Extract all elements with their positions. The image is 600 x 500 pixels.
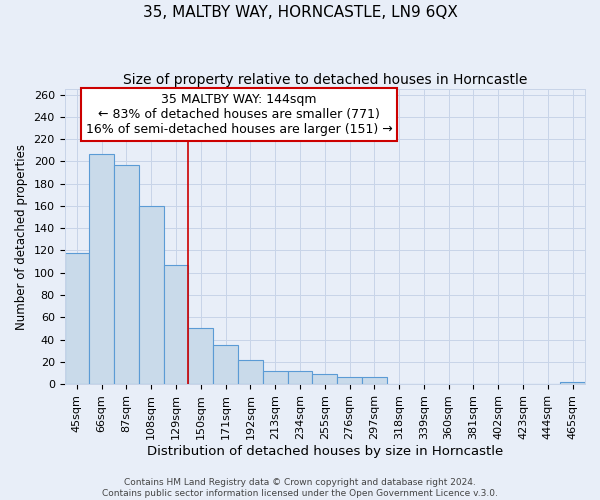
Bar <box>362 378 387 384</box>
Bar <box>313 374 337 384</box>
Bar <box>114 165 139 384</box>
Bar <box>188 328 213 384</box>
Bar <box>65 252 89 384</box>
Bar <box>263 370 287 384</box>
Bar <box>89 154 114 384</box>
Y-axis label: Number of detached properties: Number of detached properties <box>15 144 28 330</box>
Bar <box>213 345 238 384</box>
Text: 35 MALTBY WAY: 144sqm
← 83% of detached houses are smaller (771)
16% of semi-det: 35 MALTBY WAY: 144sqm ← 83% of detached … <box>86 94 392 136</box>
Bar <box>287 370 313 384</box>
Bar <box>337 378 362 384</box>
X-axis label: Distribution of detached houses by size in Horncastle: Distribution of detached houses by size … <box>146 444 503 458</box>
Text: 35, MALTBY WAY, HORNCASTLE, LN9 6QX: 35, MALTBY WAY, HORNCASTLE, LN9 6QX <box>143 5 457 20</box>
Bar <box>560 382 585 384</box>
Bar <box>238 360 263 384</box>
Text: Contains HM Land Registry data © Crown copyright and database right 2024.
Contai: Contains HM Land Registry data © Crown c… <box>102 478 498 498</box>
Bar <box>164 265 188 384</box>
Title: Size of property relative to detached houses in Horncastle: Size of property relative to detached ho… <box>122 72 527 86</box>
Bar <box>139 206 164 384</box>
